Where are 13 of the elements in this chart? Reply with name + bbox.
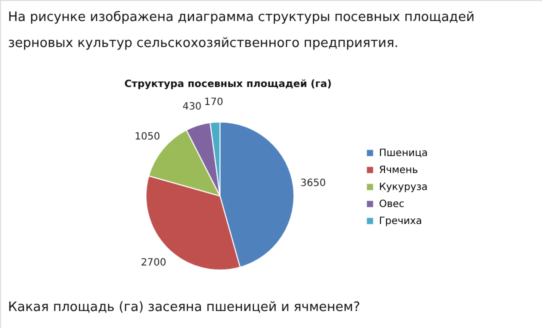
legend-label: Ячмень <box>379 165 418 176</box>
data-label: 430 <box>182 101 202 112</box>
legend-label: Овес <box>379 199 404 210</box>
legend-label: Гречиха <box>379 216 422 227</box>
data-label: 170 <box>204 97 224 108</box>
data-label: 3650 <box>300 178 326 190</box>
data-label: 1050 <box>134 131 160 142</box>
chart-title: Структура посевных площадей (га) <box>124 79 332 90</box>
text: На рисунке изображена диаграмма структуры посевных площадей зерновых культур сельскохозяйственного предприятия. <box>8 10 475 51</box>
text: Какая площадь (га) засеяна пшеницей и ячменем? <box>8 300 360 315</box>
legend-label: Пшеница <box>379 148 428 159</box>
legend-label: Кукуруза <box>379 182 428 193</box>
data-label: 2700 <box>140 257 166 268</box>
